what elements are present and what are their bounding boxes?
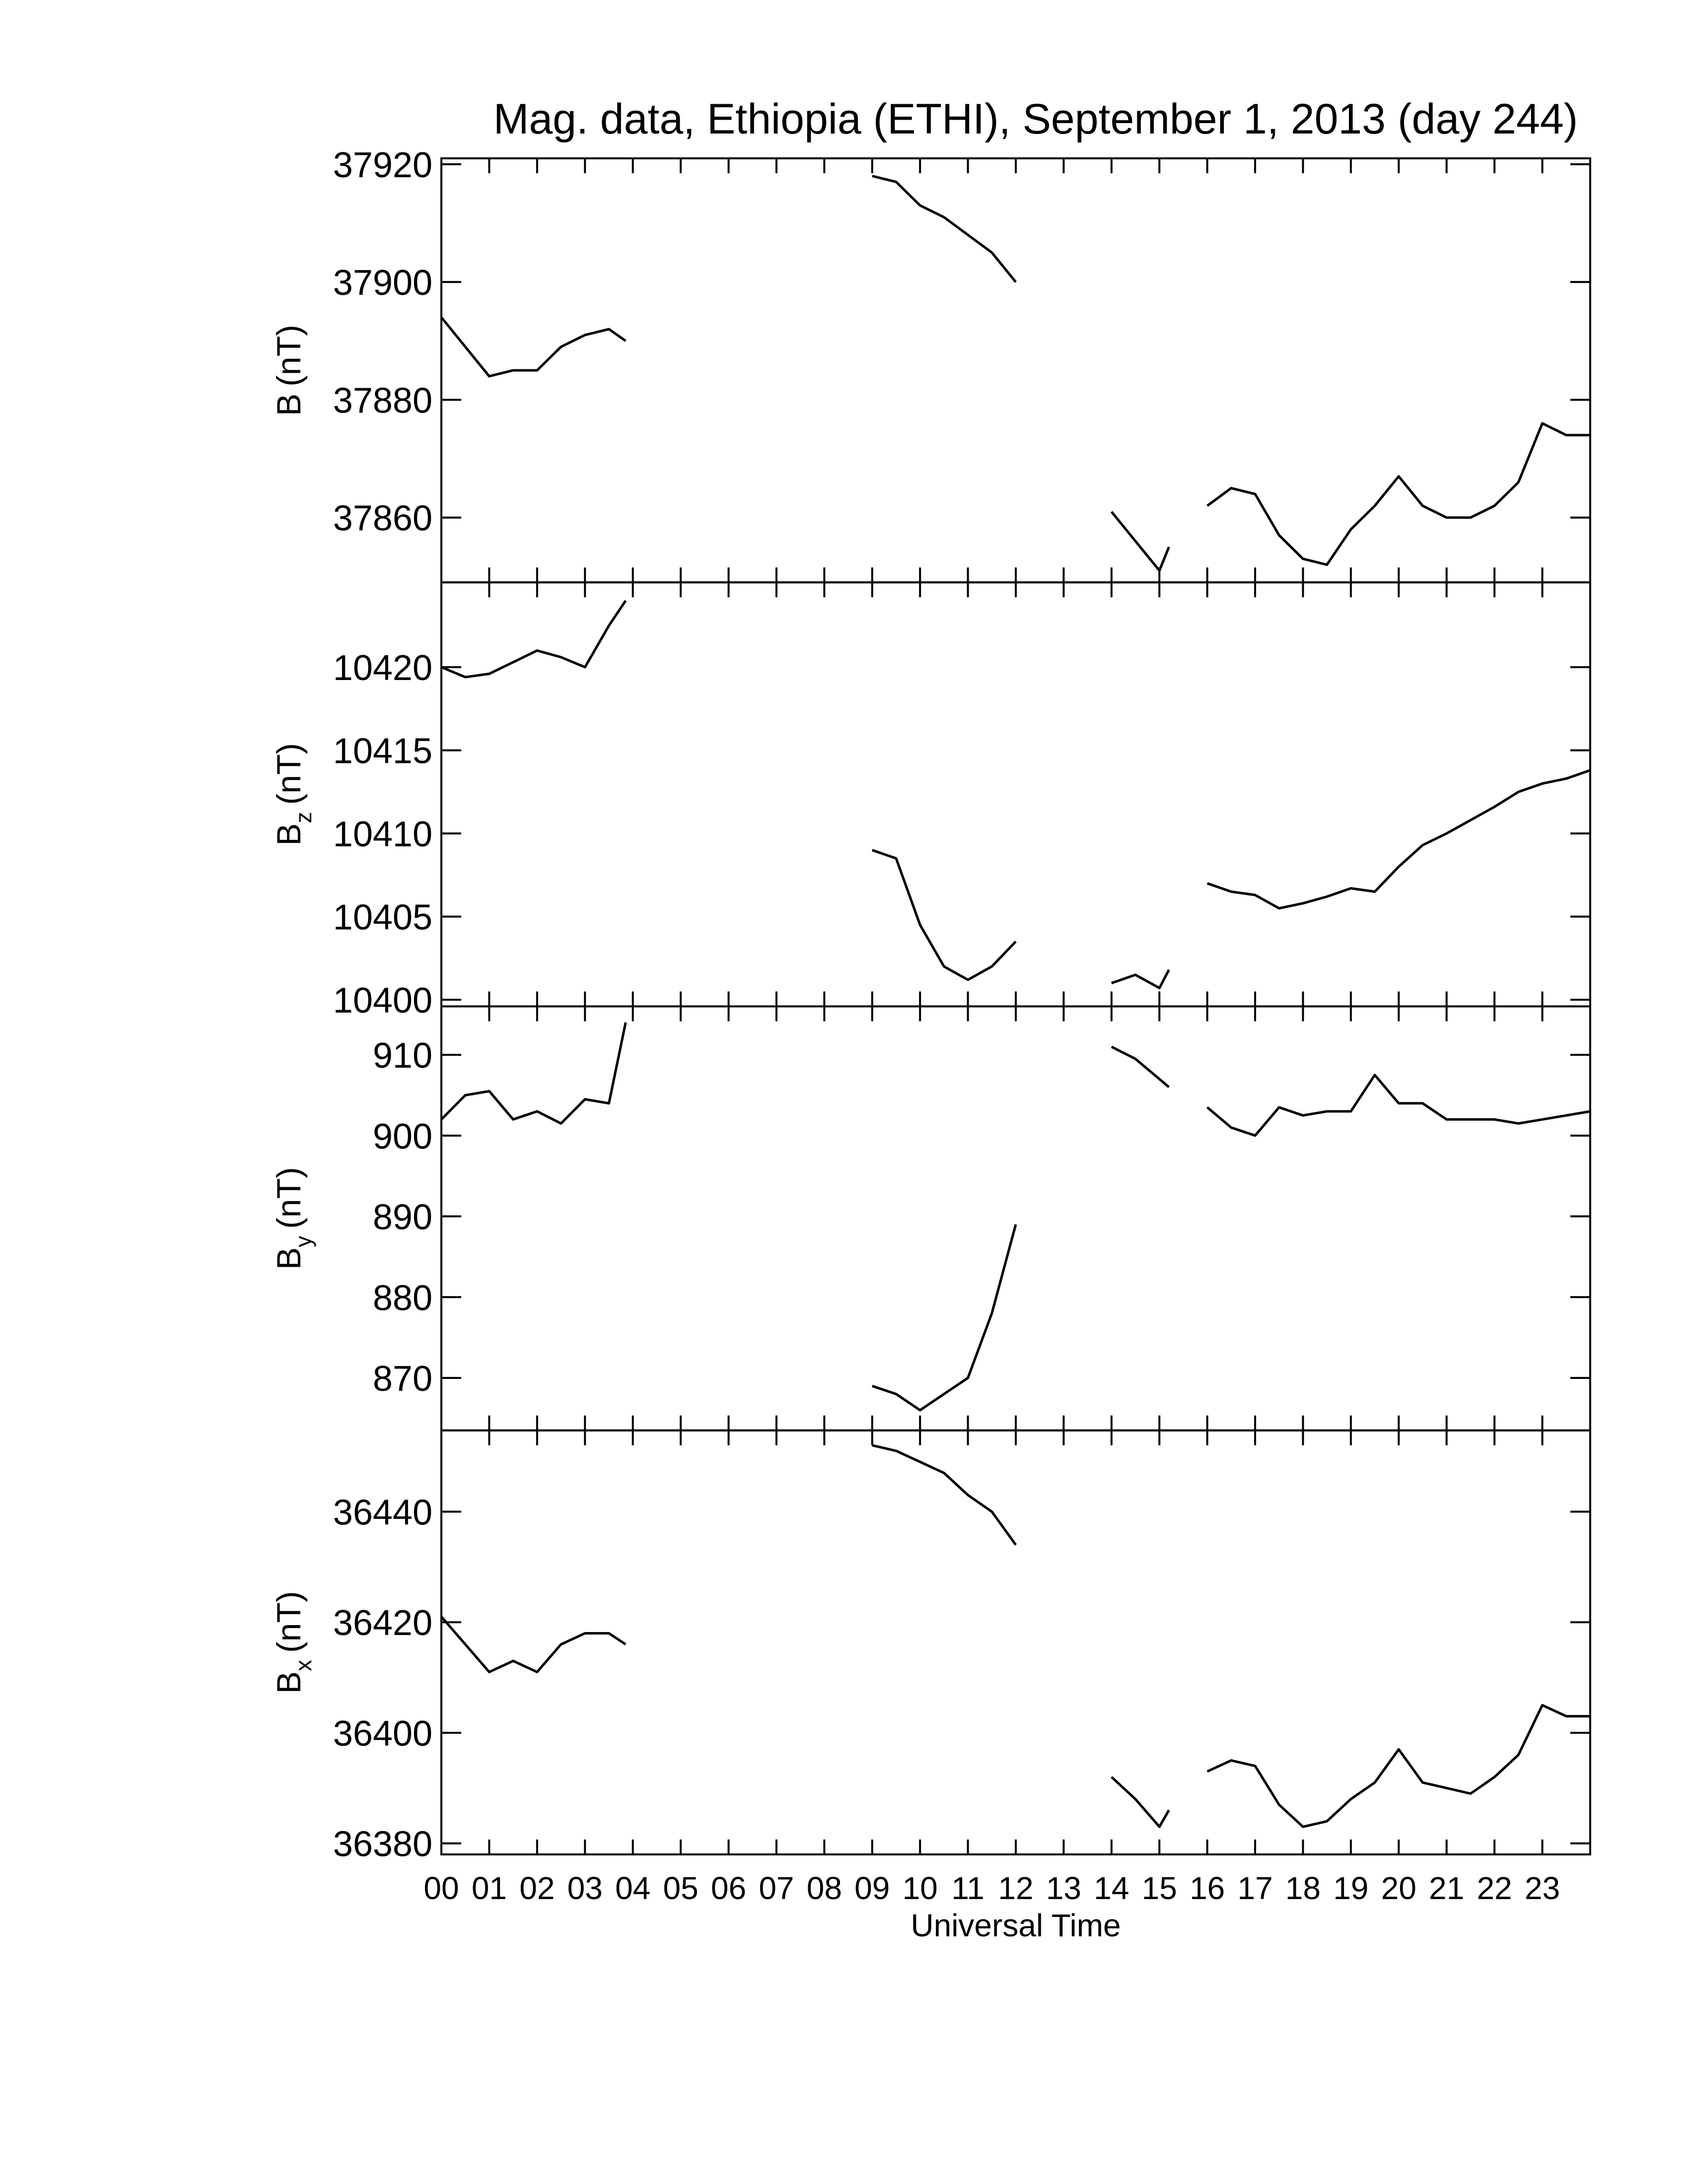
- x-tick-label: 12: [998, 1870, 1033, 1906]
- plot-frame: [440, 1005, 1591, 1432]
- x-tick-label: 21: [1429, 1870, 1464, 1906]
- x-tick-label: 07: [759, 1870, 794, 1906]
- y-tick-label: 890: [373, 1198, 432, 1237]
- y-label-main: B: [270, 1247, 308, 1270]
- x-tick-label: 02: [519, 1870, 555, 1906]
- y-label-main: B: [270, 394, 308, 416]
- x-axis-label: Universal Time: [911, 1908, 1121, 1943]
- y-tick-label: 10415: [333, 732, 432, 771]
- y-label-sub: z: [290, 812, 316, 823]
- x-tick-label: 16: [1190, 1870, 1225, 1906]
- chart-title: Mag. data, Ethiopia (ETHI), September 1,…: [493, 95, 1578, 143]
- x-tick-label: 01: [472, 1870, 507, 1906]
- data-line: [440, 175, 1590, 572]
- x-tick-label: 03: [567, 1870, 603, 1906]
- x-tick-label: 13: [1046, 1870, 1081, 1906]
- y-tick-label: 10410: [333, 815, 432, 854]
- y-label-main: B: [270, 823, 308, 846]
- data-line: [441, 600, 1591, 990]
- x-tick-label: 11: [951, 1870, 984, 1906]
- x-tick-label: 22: [1477, 1870, 1512, 1906]
- y-tick-label: 870: [373, 1359, 432, 1399]
- y-tick-label: 37860: [333, 499, 432, 539]
- y-label-unit: (nT): [270, 1167, 308, 1229]
- x-tick-label: 14: [1094, 1870, 1129, 1906]
- y-tick-label: 36400: [333, 1714, 432, 1754]
- x-tick-label: 23: [1525, 1870, 1560, 1906]
- y-label-unit: (nT): [270, 325, 308, 387]
- y-label-sub: y: [290, 1236, 316, 1247]
- data-line: [440, 1444, 1590, 1828]
- x-tick-label: 04: [615, 1870, 650, 1906]
- y-label-unit: (nT): [270, 743, 308, 805]
- x-tick-label: 19: [1333, 1870, 1368, 1906]
- y-label-unit: (nT): [270, 1591, 308, 1653]
- x-tick-label: 20: [1381, 1870, 1416, 1906]
- y-tick-label: 910: [373, 1036, 432, 1076]
- x-tick-label: 10: [903, 1870, 938, 1906]
- x-tick-label: 17: [1237, 1870, 1272, 1906]
- x-tick-label: 00: [423, 1870, 459, 1906]
- y-tick-label: 37880: [333, 381, 432, 420]
- y-tick-label: 10400: [333, 981, 432, 1021]
- y-tick-label: 36440: [333, 1493, 432, 1532]
- y-axis-label: B (nT): [270, 325, 308, 416]
- y-tick-label: 36420: [333, 1603, 432, 1643]
- y-axis-label: Bz (nT): [270, 743, 316, 846]
- x-tick-label: 15: [1142, 1870, 1177, 1906]
- x-tick-label: 09: [854, 1870, 890, 1906]
- y-axis-label: Bx (nT): [270, 1591, 316, 1694]
- x-tick-label: 05: [663, 1870, 698, 1906]
- data-line: [440, 1022, 1591, 1412]
- y-tick-label: 880: [373, 1278, 432, 1318]
- y-tick-label: 37900: [333, 263, 432, 303]
- x-tick-label: 06: [711, 1870, 746, 1906]
- y-tick-label: 10405: [333, 898, 432, 938]
- y-axis-label: By (nT): [270, 1167, 316, 1270]
- y-label-sub: x: [290, 1660, 316, 1671]
- plot-frame: [440, 157, 1591, 584]
- y-tick-label: 900: [373, 1117, 432, 1157]
- y-tick-label: 10420: [333, 648, 432, 688]
- y-label-main: B: [270, 1671, 308, 1694]
- x-tick-label: 18: [1285, 1870, 1321, 1906]
- plot-frame: [440, 1429, 1591, 1855]
- y-tick-label: 37920: [333, 145, 432, 185]
- x-tick-label: 08: [807, 1870, 842, 1906]
- y-tick-label: 36380: [333, 1825, 432, 1864]
